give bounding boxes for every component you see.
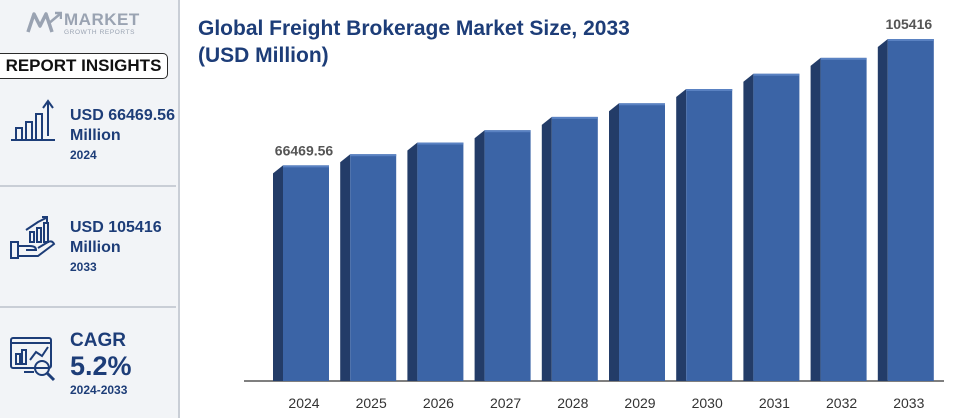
x-tick-label: 2024 xyxy=(288,395,319,411)
bar xyxy=(887,39,934,381)
bar-side xyxy=(541,116,552,381)
bar-top-edge xyxy=(283,165,329,168)
bar-top-edge xyxy=(820,57,867,60)
data-label: 105416 xyxy=(885,16,932,32)
bar xyxy=(417,142,464,381)
bar xyxy=(551,116,598,381)
x-tick-label: 2027 xyxy=(490,395,521,411)
cagr-label: CAGR xyxy=(70,330,126,351)
bar xyxy=(686,89,733,381)
bar-top-edge xyxy=(619,103,665,106)
stat-forecast-year: 2033 xyxy=(70,260,97,274)
x-tick-label: 2028 xyxy=(557,395,588,411)
bar-top-edge xyxy=(753,73,800,76)
market-growth-logo-icon xyxy=(26,11,62,33)
bar-side xyxy=(407,142,418,381)
bar xyxy=(350,154,397,381)
data-label: 66469.56 xyxy=(275,142,334,158)
bar-side xyxy=(877,39,888,381)
logo-wordmark: MARKET xyxy=(64,10,140,29)
logo: MARKET GROWTH REPORTS xyxy=(26,8,176,38)
bar xyxy=(753,73,800,381)
stat-cagr: CAGR 5.2% 2024-2033 xyxy=(70,330,132,399)
bar-side xyxy=(810,57,821,382)
stat-current-year: 2024 xyxy=(70,148,97,162)
bar-top-edge xyxy=(686,89,733,92)
analytics-magnifier-icon xyxy=(10,337,56,382)
bar xyxy=(820,57,867,382)
bar-side xyxy=(340,154,351,381)
bar xyxy=(619,103,665,382)
bar xyxy=(283,165,329,381)
bar-top-edge xyxy=(484,130,531,133)
report-insights-badge: REPORT INSIGHTS xyxy=(0,53,168,79)
bar-top-edge xyxy=(887,39,934,41)
bar-side xyxy=(474,130,485,381)
x-tick-label: 2026 xyxy=(423,395,454,411)
bar-side xyxy=(676,89,687,381)
stat-current-amount: USD 66469.56 xyxy=(70,107,175,124)
x-tick-label: 2025 xyxy=(356,395,387,411)
x-tick-label: 2031 xyxy=(759,395,790,411)
bar-top-edge xyxy=(417,142,464,145)
bar-growth-arrow-icon xyxy=(11,99,55,141)
chart-title: Global Freight Brokerage Market Size, 20… xyxy=(198,17,630,67)
stat-forecast-value: USD 105416 Million 2033 xyxy=(70,218,162,276)
bar-side xyxy=(273,165,283,381)
divider xyxy=(0,306,176,308)
hand-chart-icon xyxy=(10,216,56,259)
cagr-value: 5.2% xyxy=(70,351,132,381)
bar-top-edge xyxy=(350,154,397,157)
bar-side xyxy=(609,103,619,382)
bar-side xyxy=(743,73,754,381)
x-tick-label: 2030 xyxy=(692,395,723,411)
report-insights-sidebar: MARKET GROWTH REPORTS REPORT INSIGHTS US… xyxy=(0,0,180,418)
logo-tagline: GROWTH REPORTS xyxy=(64,29,136,36)
stat-forecast-amount: USD 105416 xyxy=(70,219,162,236)
bar-top-edge xyxy=(551,116,598,119)
x-tick-label: 2033 xyxy=(893,395,924,411)
x-tick-label: 2032 xyxy=(826,395,857,411)
stat-forecast-unit: Million xyxy=(70,239,121,256)
divider xyxy=(0,185,176,187)
cagr-period: 2024-2033 xyxy=(70,383,128,397)
bar xyxy=(484,130,531,381)
stat-current-unit: Million xyxy=(70,127,121,144)
stat-current-value: USD 66469.56 Million 2024 xyxy=(70,106,175,164)
x-tick-label: 2029 xyxy=(624,395,655,411)
